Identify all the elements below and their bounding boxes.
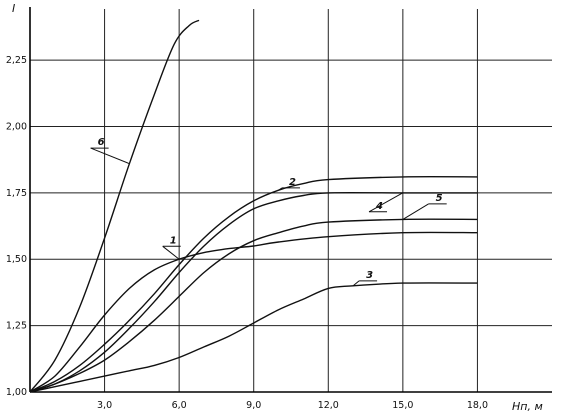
- series-line-2: [29, 176, 478, 393]
- axes: [29, 7, 552, 393]
- leader-line-4: [368, 192, 404, 213]
- leader-line-3: [352, 280, 360, 287]
- series-line-6: [29, 19, 200, 393]
- x-tick-label: 9,0: [246, 400, 261, 411]
- x-tick-label: 3,0: [97, 400, 112, 411]
- x-axis-title: Hп, м: [512, 400, 543, 413]
- series-line-5: [29, 218, 478, 393]
- y-axis-title: I: [12, 2, 15, 15]
- x-tick-label: 15,0: [392, 400, 413, 411]
- x-tick-label: 6,0: [172, 400, 187, 411]
- x-tick-label: 18,0: [467, 400, 488, 411]
- y-tick-label: 1,25: [6, 321, 27, 332]
- curve-label-2: 2: [289, 177, 296, 188]
- leader-line-6: [90, 147, 130, 165]
- curve-label-1: 1: [170, 235, 177, 246]
- y-tick-label: 1,50: [6, 254, 27, 265]
- y-tick-label: 1,75: [6, 188, 27, 199]
- leader-line-2: [278, 187, 283, 191]
- curve-label-5: 5: [436, 193, 443, 204]
- y-tick-label: 1,00: [6, 387, 27, 398]
- series: [29, 19, 478, 393]
- curve-label-4: 4: [375, 201, 383, 212]
- x-tick-label: 12,0: [318, 400, 339, 411]
- curve-label-6: 6: [98, 137, 105, 148]
- leader-line-5: [402, 203, 429, 220]
- curve-label-3: 3: [366, 270, 373, 281]
- y-tick-label: 2,25: [6, 55, 27, 66]
- curve-labels: 1 2 3 4 5 6: [90, 137, 447, 287]
- y-tick-label: 2,00: [6, 121, 27, 132]
- tick-labels: 3,0 6,0 9,0 12,0 15,0 18,0 1,00 1,25 1,50 1,75 2,0…: [6, 55, 488, 411]
- series-line-4: [29, 191, 478, 393]
- leader-line-1: [162, 245, 180, 260]
- grid: [30, 9, 552, 392]
- series-line-3: [29, 282, 478, 393]
